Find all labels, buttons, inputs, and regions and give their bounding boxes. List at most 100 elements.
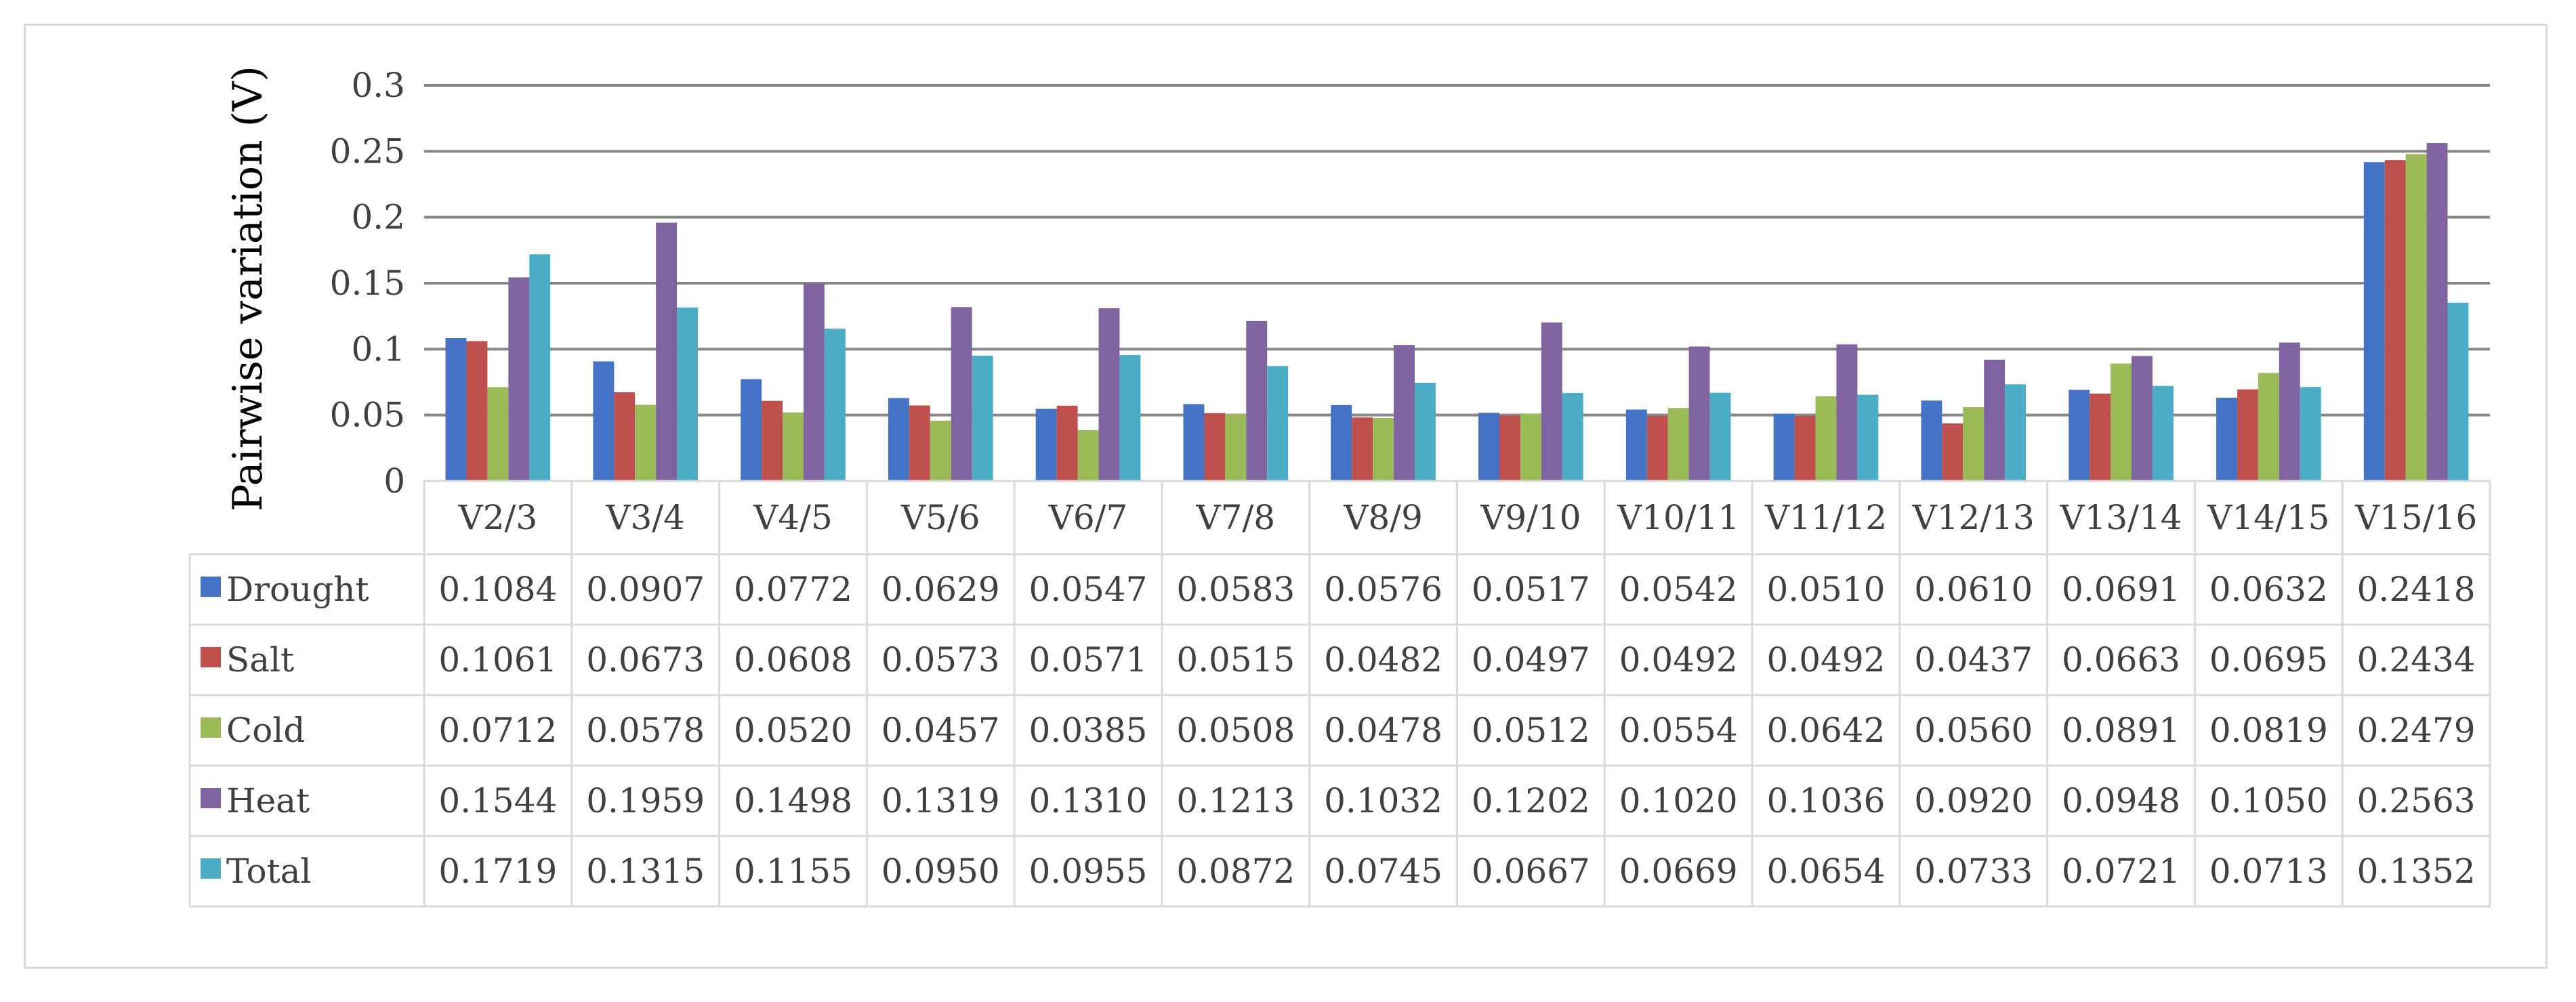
bar-total [1709,392,1731,481]
x-tick-label: V12/13 [1912,498,2035,537]
x-tick-label: V3/4 [605,498,685,537]
data-label: 0.0554 [1619,711,1738,750]
data-label: 0.0772 [734,570,852,609]
data-label: 0.1084 [438,570,557,609]
data-label: 0.0512 [1472,711,1590,750]
bar-total [2005,384,2027,481]
bar-heat [1098,308,1120,481]
legend-key-salt [201,647,221,667]
data-label: 0.1020 [1619,781,1738,820]
data-label: 0.0642 [1766,711,1885,750]
data-label: 0.0608 [734,640,852,680]
bar-cold [2258,373,2279,481]
bar-heat [1541,322,1562,481]
bar-drought [2363,162,2385,481]
bar-cold [2111,363,2132,481]
data-label: 0.0560 [1914,711,2033,750]
bar-heat [508,277,530,481]
data-label: 0.0515 [1176,640,1295,680]
data-label: 0.0576 [1324,570,1442,609]
y-tick-label: 0.05 [330,396,405,435]
bar-cold [2405,154,2427,481]
data-label: 0.0950 [881,852,1000,891]
data-label: 0.1036 [1766,781,1885,820]
data-label: 0.0745 [1324,852,1442,891]
chart-frame [24,24,2548,969]
legend-label: Cold [226,711,305,750]
x-tick-label: V13/14 [2059,498,2182,537]
data-label: 0.2418 [2357,570,2476,609]
data-label: 0.0712 [438,711,557,750]
data-label: 0.0510 [1766,570,1885,609]
data-label: 0.1032 [1324,781,1442,820]
bar-heat [1246,320,1268,481]
data-label: 0.0573 [881,640,1000,680]
x-tick-label: V15/16 [2354,498,2477,537]
data-label: 0.0520 [734,711,852,750]
x-tick-label: V14/15 [2207,498,2329,537]
legend-label: Drought [226,570,369,609]
bar-drought [1331,404,1352,481]
bar-salt [614,392,636,481]
bar-cold [1373,417,1394,481]
data-label: 0.0891 [2062,711,2180,750]
data-label: 0.1719 [438,852,557,891]
bar-cold [1667,408,1689,481]
bar-salt [1499,415,1520,481]
data-label: 0.1319 [881,781,1000,820]
bar-total [824,329,846,481]
data-label: 0.2434 [2357,640,2476,680]
bar-total [1267,366,1289,481]
bar-heat [2131,356,2153,481]
data-label: 0.0629 [881,570,1000,609]
legend-label: Salt [226,640,294,680]
bar-salt [1794,416,1816,481]
data-label: 0.1544 [438,781,557,820]
bar-drought [2069,390,2090,481]
bar-drought [445,337,467,481]
bar-salt [2237,389,2258,481]
bar-total [1119,355,1141,481]
bar-salt [1204,413,1226,481]
bar-drought [741,379,762,481]
bar-cold [1225,414,1247,481]
bar-heat [1688,346,1710,481]
data-label: 0.0673 [586,640,705,680]
bar-heat [1984,359,2006,481]
bar-cold [1077,430,1099,481]
data-label: 0.0482 [1324,640,1442,680]
bar-total [2447,302,2469,481]
y-tick-label: 0.25 [330,131,405,171]
bar-drought [1035,409,1057,481]
data-label: 0.1061 [438,640,557,680]
bar-salt [762,400,783,481]
data-label: 0.0583 [1176,570,1295,609]
bar-total [529,254,551,481]
bar-salt [1352,417,1373,481]
bar-cold [1815,396,1837,481]
bar-total [1562,393,1583,481]
bar-drought [888,398,909,481]
data-label: 0.0542 [1619,570,1738,609]
legend-label: Total [226,852,311,891]
bar-salt [1646,416,1668,481]
data-label: 0.0492 [1766,640,1885,680]
bar-salt [2090,393,2111,481]
bar-layer [445,143,2469,481]
bar-total [2300,387,2321,481]
bar-heat [2426,143,2448,481]
data-label: 0.2563 [2357,781,2476,820]
bar-heat [656,222,678,481]
data-label: 0.0632 [2209,570,2328,609]
data-label: 0.0385 [1029,711,1148,750]
data-label: 0.0547 [1029,570,1148,609]
bar-cold [635,404,657,481]
x-tick-label: V9/10 [1480,498,1581,537]
data-label: 0.0663 [2062,640,2180,680]
x-tick-label: V8/9 [1343,498,1423,537]
data-label: 0.1213 [1176,781,1295,820]
bar-drought [1183,404,1205,481]
bar-cold [1963,406,1985,481]
legend-key-drought [201,577,221,597]
